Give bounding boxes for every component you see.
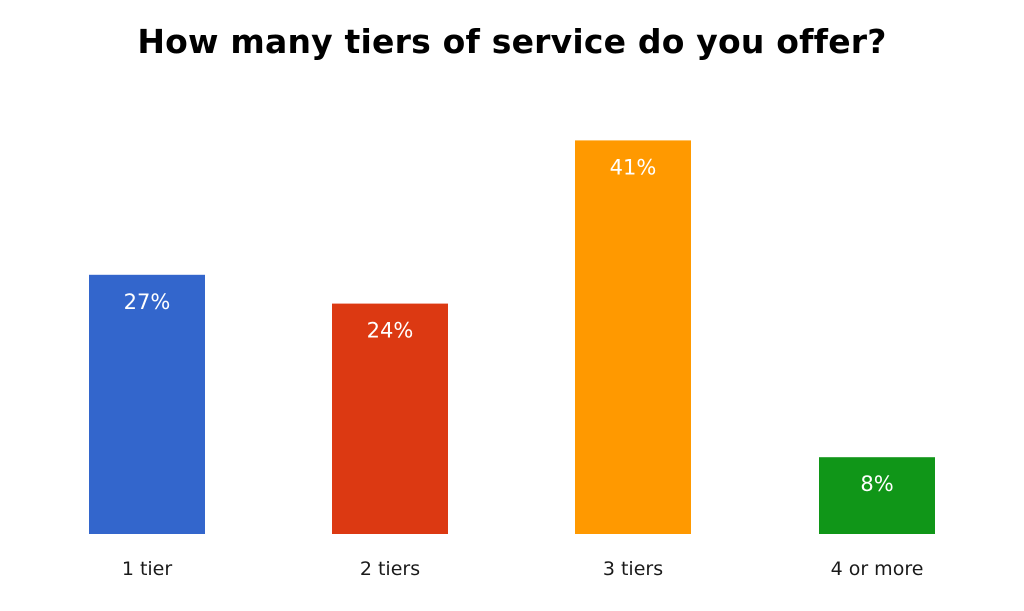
bar-value-label-4: 8% — [860, 472, 893, 496]
bar-value-label-3: 41% — [610, 155, 657, 179]
bar-1 — [89, 274, 205, 534]
bar-4 — [819, 457, 935, 534]
bar-2 — [332, 303, 448, 534]
bar-value-label-1: 27% — [124, 290, 171, 314]
category-label-3: 3 tiers — [603, 558, 663, 580]
bars-layer: 27% 24% 41% 8% — [89, 140, 935, 534]
category-label-2: 2 tiers — [360, 558, 420, 580]
chart-title: How many tiers of service do you offer? — [137, 22, 887, 61]
category-label-4: 4 or more — [831, 558, 924, 580]
bar-value-label-2: 24% — [367, 319, 414, 343]
category-labels: 1 tier 2 tiers 3 tiers 4 or more — [122, 558, 924, 580]
bar-3 — [575, 140, 691, 534]
category-label-1: 1 tier — [122, 558, 173, 580]
